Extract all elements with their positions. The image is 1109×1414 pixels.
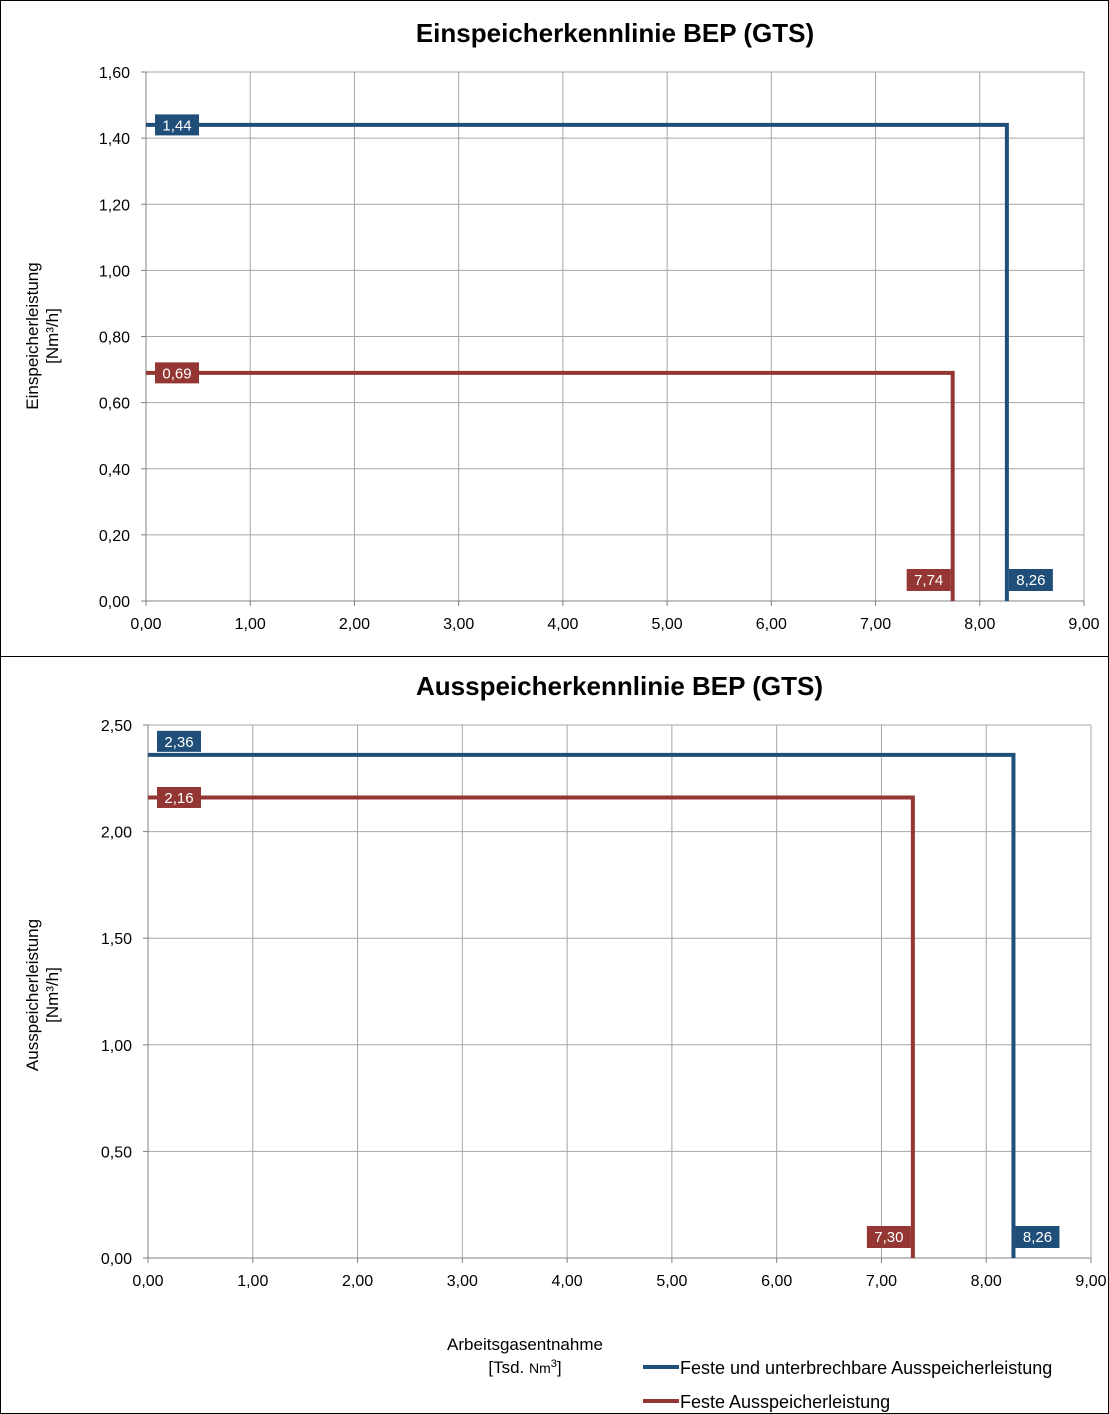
y-axis-unit: [Nm³/h]	[43, 308, 62, 364]
y-tick-label: 1,50	[101, 931, 132, 948]
data-label: 8,26	[1023, 1229, 1052, 1246]
x-tick-label: 2,00	[342, 1273, 373, 1290]
data-label-box	[906, 569, 951, 591]
series-line-1	[146, 122, 1009, 601]
data-label: 2,36	[164, 734, 193, 751]
data-label: 7,74	[914, 572, 943, 589]
y-axis-label: Einspeicherleistung	[23, 262, 42, 409]
x-tick-label: 7,00	[866, 1273, 897, 1290]
y-tick-label: 0,00	[99, 594, 130, 611]
y-tick-label: 2,50	[101, 718, 132, 735]
chart-panel-einspeicher: Einspeicherkennlinie BEP (GTS) Einspeiche…	[23, 18, 1100, 633]
y-tick-label: 0,40	[99, 462, 130, 479]
x-axis-unit-suffix: ]	[557, 1358, 562, 1377]
x-tick-label: 4,00	[547, 616, 578, 633]
data-label-box	[1015, 1226, 1060, 1248]
x-tick-label: 8,00	[971, 1273, 1002, 1290]
data-label-box	[155, 362, 199, 384]
data-label: 2,16	[164, 790, 193, 807]
data-label-box	[155, 114, 199, 136]
data-label: 7,30	[874, 1229, 903, 1246]
x-tick-label: 5,00	[656, 1273, 687, 1290]
y-axis-label: Ausspeicherleistung	[23, 919, 42, 1071]
y-axis-unit: [Nm³/h]	[43, 967, 62, 1023]
y-tick-label: 1,20	[99, 197, 130, 214]
data-label-box	[157, 730, 201, 752]
data-label-box	[866, 1226, 911, 1248]
x-tick-label: 7,00	[860, 616, 891, 633]
data-label: 8,26	[1016, 572, 1045, 589]
x-tick-label: 0,00	[130, 616, 161, 633]
x-tick-label: 6,00	[761, 1273, 792, 1290]
data-label: 0,69	[162, 365, 191, 382]
y-tick-label: 0,00	[101, 1251, 132, 1268]
y-tick-label: 1,40	[99, 131, 130, 148]
y-tick-label: 1,00	[101, 1038, 132, 1055]
x-tick-label: 4,00	[552, 1273, 583, 1290]
x-tick-label: 9,00	[1068, 616, 1099, 633]
y-tick-label: 0,50	[101, 1144, 132, 1161]
x-tick-label: 9,00	[1075, 1273, 1106, 1290]
legend: Feste und unterbrechbare Ausspeicherleis…	[643, 1358, 1052, 1412]
x-tick-label: 2,00	[339, 616, 370, 633]
y-tick-label: 1,60	[99, 65, 130, 82]
legend-item-2: Feste Ausspeicherleistung	[680, 1392, 890, 1412]
y-tick-label: 2,00	[101, 825, 132, 842]
x-tick-label: 6,00	[756, 616, 787, 633]
data-label: 1,44	[162, 117, 191, 134]
y-tick-label: 0,20	[99, 528, 130, 545]
x-tick-label: 1,00	[235, 616, 266, 633]
x-tick-label: 1,00	[237, 1273, 268, 1290]
chart-title: Einspeicherkennlinie BEP (GTS)	[416, 18, 814, 48]
x-tick-label: 3,00	[443, 616, 474, 633]
y-tick-label: 0,80	[99, 330, 130, 347]
chart-panel-ausspeicher: Ausspeicherkennlinie BEP (GTS) Ausspeiche…	[23, 671, 1107, 1290]
series-line-2	[148, 795, 915, 1258]
y-tick-label: 1,00	[99, 263, 130, 280]
x-axis-unit-prefix: [Tsd.	[488, 1358, 529, 1377]
series-line-2	[146, 370, 955, 601]
x-axis-unit-main: Nm	[529, 1360, 551, 1376]
data-label-box	[1008, 569, 1053, 591]
series-line-1	[148, 752, 1016, 1258]
y-tick-label: 0,60	[99, 396, 130, 413]
x-axis-label: Arbeitsgasentnahme	[447, 1335, 603, 1354]
legend-item-1: Feste und unterbrechbare Ausspeicherleis…	[680, 1358, 1052, 1378]
x-axis-unit-sup: 3	[551, 1358, 557, 1370]
data-label-box	[157, 786, 201, 808]
x-tick-label: 5,00	[652, 616, 683, 633]
x-tick-label: 0,00	[132, 1273, 163, 1290]
x-tick-label: 8,00	[964, 616, 995, 633]
x-axis-unit: [Tsd. Nm3]	[488, 1358, 561, 1377]
x-tick-label: 3,00	[447, 1273, 478, 1290]
chart-title: Ausspeicherkennlinie BEP (GTS)	[416, 671, 823, 701]
